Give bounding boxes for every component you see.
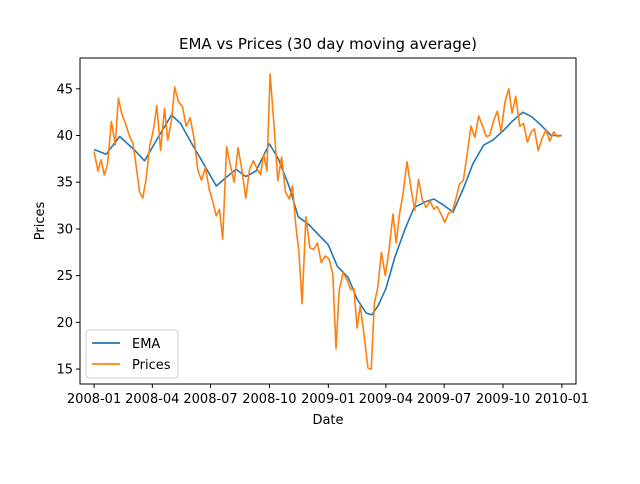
y-axis: 15 20 25 30 35 40 45 [56,82,80,378]
series-line-prices [93,73,563,370]
x-tick-label: 2008-10 [242,392,296,407]
x-tick-label: 2008-07 [183,392,237,407]
y-tick-label: 20 [56,316,73,331]
chart-title: EMA vs Prices (30 day moving average) [179,35,477,53]
x-tick-label: 2009-04 [359,392,413,407]
y-tick-label: 25 [56,269,73,284]
x-tick-label: 2009-01 [301,392,355,407]
x-axis: 2008-01 2008-04 2008-07 2008-10 2009-01 2009-… [67,384,589,407]
series-line-ema [93,111,562,316]
y-axis-label: Prices [33,202,48,241]
x-tick-label: 2009-07 [417,392,471,407]
legend: EMA Prices [85,329,179,379]
plot-area [93,73,563,370]
legend-label-prices: Prices [132,358,171,373]
x-tick-label: 2008-04 [125,392,179,407]
y-tick-label: 30 [56,222,73,237]
y-tick-label: 45 [56,82,73,97]
x-axis-label: Date [312,413,343,428]
legend-label-ema: EMA [132,337,160,352]
x-tick-label: 2009-10 [476,392,530,407]
legend-box [85,329,179,379]
y-tick-label: 35 [56,176,73,191]
x-tick-label: 2008-01 [67,392,121,407]
y-tick-label: 15 [56,363,73,378]
y-tick-label: 40 [56,129,73,144]
x-tick-label: 2010-01 [535,392,589,407]
